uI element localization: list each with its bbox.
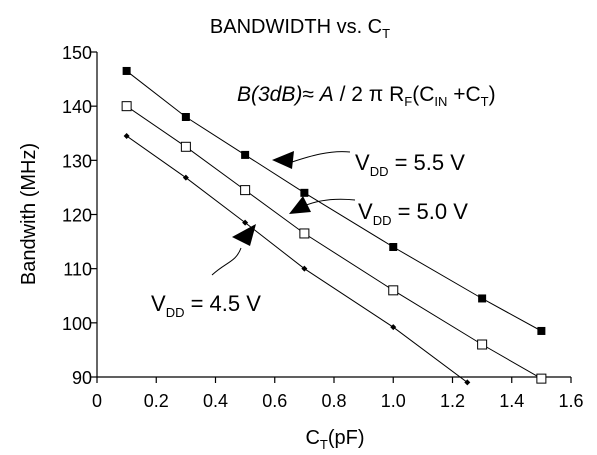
x-tick-label: 0.8	[321, 391, 346, 411]
data-point-open-square	[121, 101, 132, 112]
y-axis-label: Bandwith (MHz)	[18, 143, 40, 285]
vdd-5-5-pointer	[272, 151, 351, 169]
data-point-filled-square	[537, 326, 546, 335]
x-tick-label: 0.4	[203, 391, 228, 411]
vdd-5-0-label: VDD = 5.0 V	[358, 199, 468, 228]
formula-annotation: B(3dB)≈ A / 2 π RF(CIN +CT)	[237, 83, 496, 109]
data-point-filled-square	[389, 243, 398, 251]
y-tick-label: 130	[62, 151, 92, 171]
data-point-diamond	[242, 219, 249, 226]
chart-title: BANDWIDTH vs. CT	[210, 16, 390, 41]
data-point-open-square	[240, 185, 251, 196]
data-point-filled-square	[478, 294, 487, 303]
vdd-5-0-pointer	[289, 196, 356, 214]
y-ticks: 90 100 110 120 130 140 150	[62, 43, 97, 388]
data-point-open-square	[536, 373, 547, 384]
y-tick-label: 140	[62, 97, 92, 117]
data-point-diamond	[301, 265, 308, 272]
data-point-open-square	[477, 339, 488, 350]
y-tick-label: 150	[62, 43, 92, 63]
data-point-open-square	[299, 228, 310, 239]
data-point-filled-square	[181, 113, 190, 121]
data-point-filled-square	[122, 66, 131, 75]
y-tick-label: 100	[62, 314, 92, 334]
data-point-open-square	[180, 141, 191, 152]
data-point-diamond	[123, 132, 130, 139]
x-tick-label: 0.6	[262, 391, 287, 411]
data-point-filled-square	[241, 150, 250, 159]
data-point-diamond	[182, 174, 189, 181]
y-tick-label: 110	[63, 260, 92, 280]
x-tick-label: 1.6	[558, 391, 583, 411]
vdd-4-5-label: VDD = 4.5 V	[151, 291, 261, 320]
series-line	[126, 135, 468, 383]
data-point-diamond	[390, 324, 397, 331]
x-tick-label: 1.2	[440, 391, 465, 411]
x-tick-label: 0.2	[144, 391, 169, 411]
x-tick-label: 1.4	[499, 391, 524, 411]
y-tick-label: 90	[72, 368, 92, 388]
series-vdd-5-5	[122, 66, 546, 335]
x-tick-label: 0	[92, 391, 102, 411]
x-axis-label: CT(pF)	[305, 427, 364, 452]
series-vdd-5-0	[121, 101, 547, 384]
y-tick-label: 120	[62, 206, 92, 226]
series-layer	[121, 66, 547, 386]
data-point-filled-square	[300, 188, 309, 197]
series-vdd-4-5	[123, 132, 471, 386]
x-ticks: 0 0.2 0.4 0.6 0.8 1.0 1.2 1.4 1.6	[92, 377, 584, 411]
data-point-open-square	[388, 285, 399, 296]
vdd-5-5-label: VDD = 5.5 V	[355, 150, 465, 179]
x-tick-label: 1.0	[381, 391, 406, 411]
vdd-4-5-pointer	[211, 224, 256, 276]
data-point-diamond	[464, 379, 471, 386]
